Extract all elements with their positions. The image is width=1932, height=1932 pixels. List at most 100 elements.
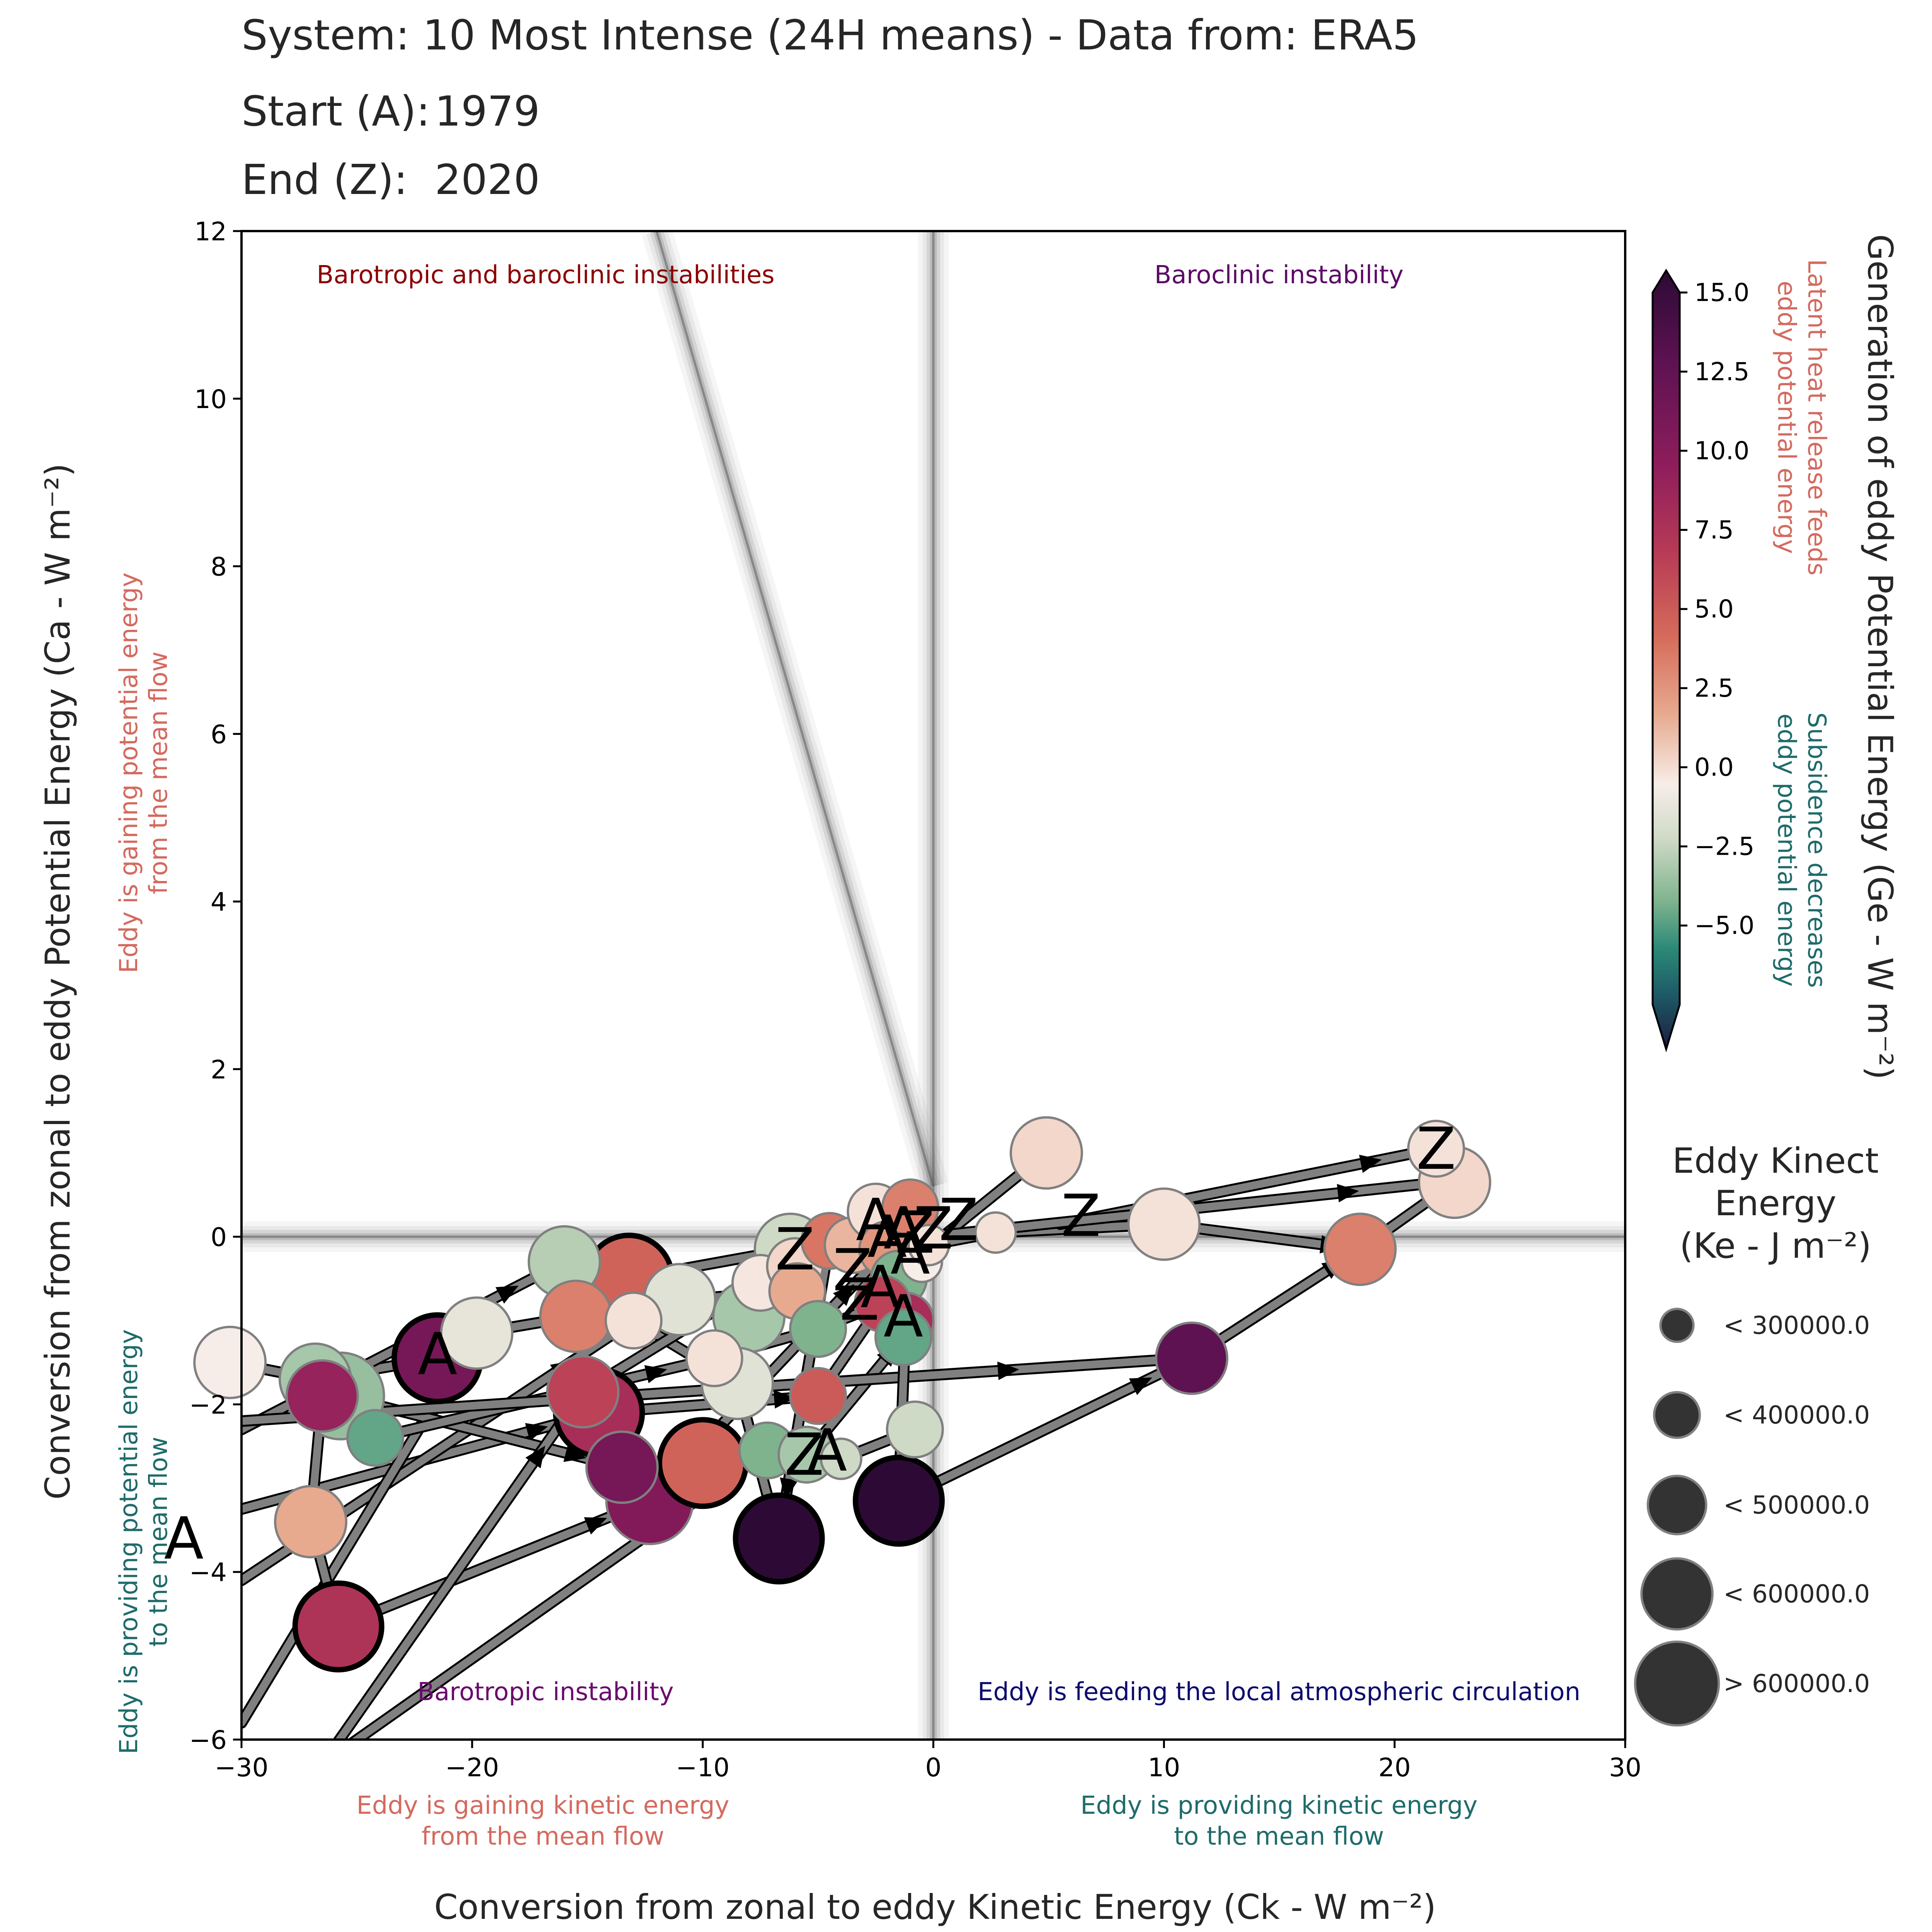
data-point <box>275 1486 346 1557</box>
data-point <box>660 1420 746 1506</box>
colorbar-tick-label: 15.0 <box>1694 279 1750 307</box>
data-point <box>887 1402 943 1458</box>
x-tick-label: 0 <box>925 1753 942 1782</box>
data-point <box>976 1213 1016 1253</box>
quadrant-label-top-right: Baroclinic instability <box>1155 261 1404 289</box>
size-legend-label: < 300000.0 <box>1723 1311 1870 1340</box>
colorbar-tick-label: 10.0 <box>1694 437 1750 466</box>
x-annotation-right-line2: to the mean flow <box>1174 1822 1384 1851</box>
colorbar-upper-note-line2: eddy potential energy <box>1772 281 1801 554</box>
data-point <box>547 1356 618 1427</box>
quadrant-label-bottom-left: Barotropic instability <box>417 1678 673 1706</box>
data-point <box>1325 1214 1396 1285</box>
y-tick-label: 8 <box>211 552 227 582</box>
y-tick-label: 6 <box>211 719 227 749</box>
y-tick-label: −4 <box>189 1558 227 1587</box>
end-marker: Z <box>840 1266 879 1333</box>
start-value: 1979 <box>435 88 540 136</box>
x-axis-ticks: −30 −20 −10 0 10 20 30 <box>214 1740 1641 1782</box>
colorbar-tick-label: 12.5 <box>1694 358 1750 386</box>
data-point <box>790 1301 846 1357</box>
data-point <box>587 1432 658 1503</box>
data-point <box>1011 1117 1082 1189</box>
end-label: End (Z): <box>242 156 408 204</box>
y-annotation-bottom-line2: to the mean flow <box>145 1437 173 1647</box>
y-tick-label: 0 <box>211 1223 227 1252</box>
start-marker: A <box>418 1321 457 1388</box>
size-legend-label: < 400000.0 <box>1723 1401 1870 1430</box>
x-tick-label: 30 <box>1609 1753 1641 1782</box>
x-annotation-right-line1: Eddy is providing kinetic energy <box>1080 1791 1478 1820</box>
x-tick-label: −10 <box>676 1753 730 1782</box>
quadrant-label-top-left: Barotropic and baroclinic instabilities <box>316 261 774 289</box>
colorbar-ticks: 15.0 12.5 10.0 7.5 5.0 2.5 0.0 −2.5 −5.0 <box>1680 279 1754 940</box>
y-annotation-bottom-line1: Eddy is providing potential energy <box>115 1329 143 1754</box>
data-point <box>736 1495 822 1582</box>
x-axis-label: Conversion from zonal to eddy Kinetic En… <box>434 1887 1436 1927</box>
colorbar-tick-label: 2.5 <box>1694 674 1734 703</box>
data-point <box>347 1410 403 1466</box>
size-legend-title-line1: Eddy Kinect <box>1672 1141 1879 1181</box>
y-tick-label: −2 <box>189 1390 227 1420</box>
x-annotation-left-line1: Eddy is gaining kinetic energy <box>356 1791 729 1820</box>
size-legend-title-line3: (Ke - J m⁻²) <box>1680 1226 1871 1266</box>
colorbar-label: Generation of eddy Potential Energy (Ge … <box>1860 234 1900 1080</box>
start-label: Start (A): <box>242 88 430 136</box>
size-legend-label: < 600000.0 <box>1723 1580 1870 1609</box>
colorbar-lower-note-line1: Subsidence decreases <box>1802 712 1831 988</box>
size-legend-marker <box>1648 1476 1706 1534</box>
chart-title: System: 10 Most Intense (24H means) - Da… <box>242 12 1419 60</box>
size-legend-title-line2: Energy <box>1714 1183 1836 1224</box>
colorbar-body <box>1653 270 1680 1049</box>
y-tick-label: −6 <box>189 1725 227 1755</box>
data-point <box>287 1361 358 1432</box>
end-marker: Z <box>775 1216 815 1283</box>
x-annotation-left-line2: from the mean flow <box>422 1822 664 1851</box>
x-tick-label: 10 <box>1148 1753 1180 1782</box>
quadrant-label-bottom-right: Eddy is feeding the local atmospheric ci… <box>978 1678 1580 1706</box>
data-point <box>194 1327 265 1398</box>
end-marker: Z <box>784 1422 824 1489</box>
data-point <box>295 1583 382 1670</box>
data-point <box>855 1458 942 1544</box>
size-legend-marker <box>1660 1309 1693 1342</box>
size-legend-label: < 500000.0 <box>1723 1491 1870 1520</box>
start-marker: A <box>884 1283 923 1350</box>
y-annotation-top-line2: from the mean flow <box>145 651 173 894</box>
colorbar-tick-label: −5.0 <box>1694 912 1754 940</box>
size-legend-marker <box>1654 1392 1700 1438</box>
y-axis-label: Conversion from zonal to eddy Potential … <box>38 463 78 1500</box>
colorbar-lower-note-line2: eddy potential energy <box>1772 714 1801 987</box>
y-tick-label: 10 <box>194 384 227 414</box>
y-annotation-top-line1: Eddy is gaining potential energy <box>115 573 143 973</box>
data-point <box>606 1293 662 1349</box>
data-point <box>687 1330 742 1386</box>
colorbar: 15.0 12.5 10.0 7.5 5.0 2.5 0.0 −2.5 −5.0 Generat… <box>1653 234 1900 1080</box>
y-tick-label: 4 <box>211 887 227 917</box>
end-marker: Z <box>1061 1182 1101 1250</box>
colorbar-tick-label: −2.5 <box>1694 832 1754 861</box>
y-tick-label: 12 <box>194 217 227 247</box>
x-tick-label: 20 <box>1378 1753 1411 1782</box>
size-legend: Eddy Kinect Energy (Ke - J m⁻²) < 300000… <box>1635 1141 1879 1725</box>
size-legend-marker <box>1635 1642 1719 1725</box>
colorbar-tick-label: 7.5 <box>1694 516 1734 544</box>
data-point <box>790 1368 846 1424</box>
colorbar-tick-label: 5.0 <box>1694 595 1734 624</box>
size-legend-items: < 300000.0 < 400000.0 < 500000.0 < 600000.0… <box>1635 1309 1870 1725</box>
size-legend-label: > 600000.0 <box>1723 1670 1870 1698</box>
data-point <box>1156 1323 1227 1394</box>
colorbar-tick-label: 0.0 <box>1694 753 1734 782</box>
end-marker: Z <box>939 1187 979 1254</box>
y-tick-label: 2 <box>211 1055 227 1085</box>
x-tick-label: −20 <box>445 1753 499 1782</box>
end-value: 2020 <box>435 156 540 204</box>
colorbar-upper-note-line1: Latent heat release feeds <box>1802 259 1831 576</box>
data-point <box>540 1281 611 1352</box>
data-point <box>1128 1189 1199 1260</box>
x-tick-label: −30 <box>214 1753 268 1782</box>
end-marker: Z <box>1416 1116 1456 1183</box>
size-legend-marker <box>1641 1558 1713 1629</box>
